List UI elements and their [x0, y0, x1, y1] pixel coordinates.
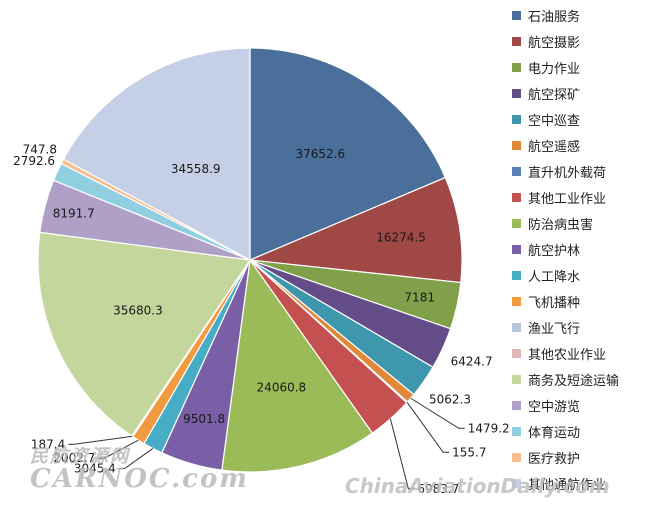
legend-label: 航空遥感: [528, 139, 581, 155]
legend-swatch: [512, 296, 521, 306]
legend-label: 空中巡查: [528, 113, 581, 129]
leader-line-12: [68, 435, 133, 445]
legend-label: 石油服务: [528, 9, 581, 25]
legend-swatch: [512, 478, 521, 488]
pie-slice-0: [249, 47, 447, 261]
data-label-9: 9501.8: [183, 412, 225, 426]
legend-label: 其他工业作业: [528, 191, 607, 207]
legend-item: 其他通航作业: [512, 470, 652, 496]
legend-item: 电力作业: [512, 54, 652, 80]
data-label-18: 34558.9: [171, 162, 221, 176]
legend-item: 其他农业作业: [512, 340, 652, 366]
data-label-0: 37652.6: [295, 147, 345, 161]
data-label-17: 747.8: [23, 142, 57, 156]
legend-item: 直升机外载荷: [512, 158, 652, 184]
legend-swatch: [512, 218, 521, 228]
carnoc-watermark: 民航资源网 CARNOC.com: [30, 446, 249, 494]
legend-swatch: [512, 62, 521, 72]
pie-slice-1: [247, 176, 463, 284]
legend-label: 空中游览: [528, 399, 581, 415]
data-label-6: 155.7: [452, 445, 486, 459]
data-label-16: 2792.6: [13, 154, 55, 168]
legend-item: 空中游览: [512, 392, 652, 418]
legend-swatch: [512, 270, 521, 280]
legend-item: 航空摄影: [512, 28, 652, 54]
legend-swatch: [512, 114, 521, 124]
legend-item: 石油服务: [512, 2, 652, 28]
chart-legend: 石油服务航空摄影电力作业航空探矿空中巡查航空遥感直升机外载荷 其他工业作业 防治病虫…: [512, 2, 652, 496]
legend-swatch: [512, 36, 521, 46]
data-label-2: 7181: [404, 291, 435, 305]
data-label-15: 8191.7: [53, 206, 95, 220]
legend-swatch: [512, 166, 521, 176]
legend-label: 电力作业: [528, 61, 581, 77]
legend-swatch: [512, 452, 521, 462]
leader-line-10: [118, 448, 154, 469]
leader-line-6: [406, 402, 450, 453]
watermark-left-top: 民航资源网: [30, 446, 130, 467]
data-label-12: 187.4: [31, 437, 65, 451]
legend-swatch: [512, 88, 521, 98]
legend-label: 其他农业作业: [528, 347, 607, 363]
watermark-left-bottom: CARNOC.com: [30, 464, 249, 494]
chinaaviationdaily-watermark: ChinaAviationDaily.com: [345, 474, 610, 498]
legend-swatch: [512, 400, 521, 410]
legend-label: 航空探矿: [528, 87, 581, 103]
legend-swatch: [512, 374, 521, 384]
legend-label: 医疗救护: [528, 451, 581, 467]
data-label-10: 3045.4: [74, 461, 116, 475]
data-label-3: 6424.7: [451, 355, 493, 369]
data-label-8: 24060.8: [257, 381, 307, 395]
legend-item: 防治病虫害: [512, 210, 652, 236]
legend-label: 航空护林: [528, 243, 581, 259]
pie-slice-18: [62, 47, 251, 262]
legend-label: 人工降水: [528, 269, 581, 285]
legend-item: 体育运动: [512, 418, 652, 444]
legend-label: 商务及短途运输: [528, 373, 620, 389]
data-label-14: 35680.3: [113, 304, 163, 318]
legend-item: 渔业飞行: [512, 314, 652, 340]
data-label-11: 2002.7: [53, 451, 95, 465]
legend-swatch: [512, 348, 521, 358]
legend-item: 医疗救护: [512, 444, 652, 470]
legend-swatch: [512, 244, 521, 254]
legend-label: 直升机外载荷: [528, 165, 607, 181]
legend-label: 飞机播种: [528, 295, 581, 311]
legend-label: 体育运动: [528, 425, 581, 441]
legend-label: 其他通航作业: [528, 477, 607, 493]
data-label-7: 6983.7: [417, 482, 459, 496]
legend-swatch: [512, 140, 521, 150]
legend-item: 其他工业作业: [512, 184, 652, 210]
legend-item: 航空探矿: [512, 80, 652, 106]
legend-label: 防治病虫害: [528, 217, 594, 233]
legend-label: 航空摄影: [528, 35, 581, 51]
legend-item: 人工降水: [512, 262, 652, 288]
legend-label: 渔业飞行: [528, 321, 581, 337]
legend-item: 商务及短途运输: [512, 366, 652, 392]
leader-line-5: [410, 397, 465, 429]
data-label-4: 5062.3: [429, 392, 471, 406]
pie-slice-14: [37, 231, 252, 437]
legend-item: 航空护林: [512, 236, 652, 262]
legend-swatch: [512, 322, 521, 332]
data-label-1: 16274.5: [376, 231, 426, 245]
data-label-5: 1479.2: [468, 421, 510, 435]
legend-item: 飞机播种: [512, 288, 652, 314]
leader-line-7: [389, 418, 415, 490]
leader-line-11: [98, 439, 139, 459]
legend-swatch: [512, 10, 521, 20]
legend-swatch: [512, 426, 521, 436]
legend-item: 航空遥感: [512, 132, 652, 158]
pie-slice-8: [221, 258, 374, 473]
legend-swatch: [512, 192, 521, 202]
legend-item: 空中巡查: [512, 106, 652, 132]
